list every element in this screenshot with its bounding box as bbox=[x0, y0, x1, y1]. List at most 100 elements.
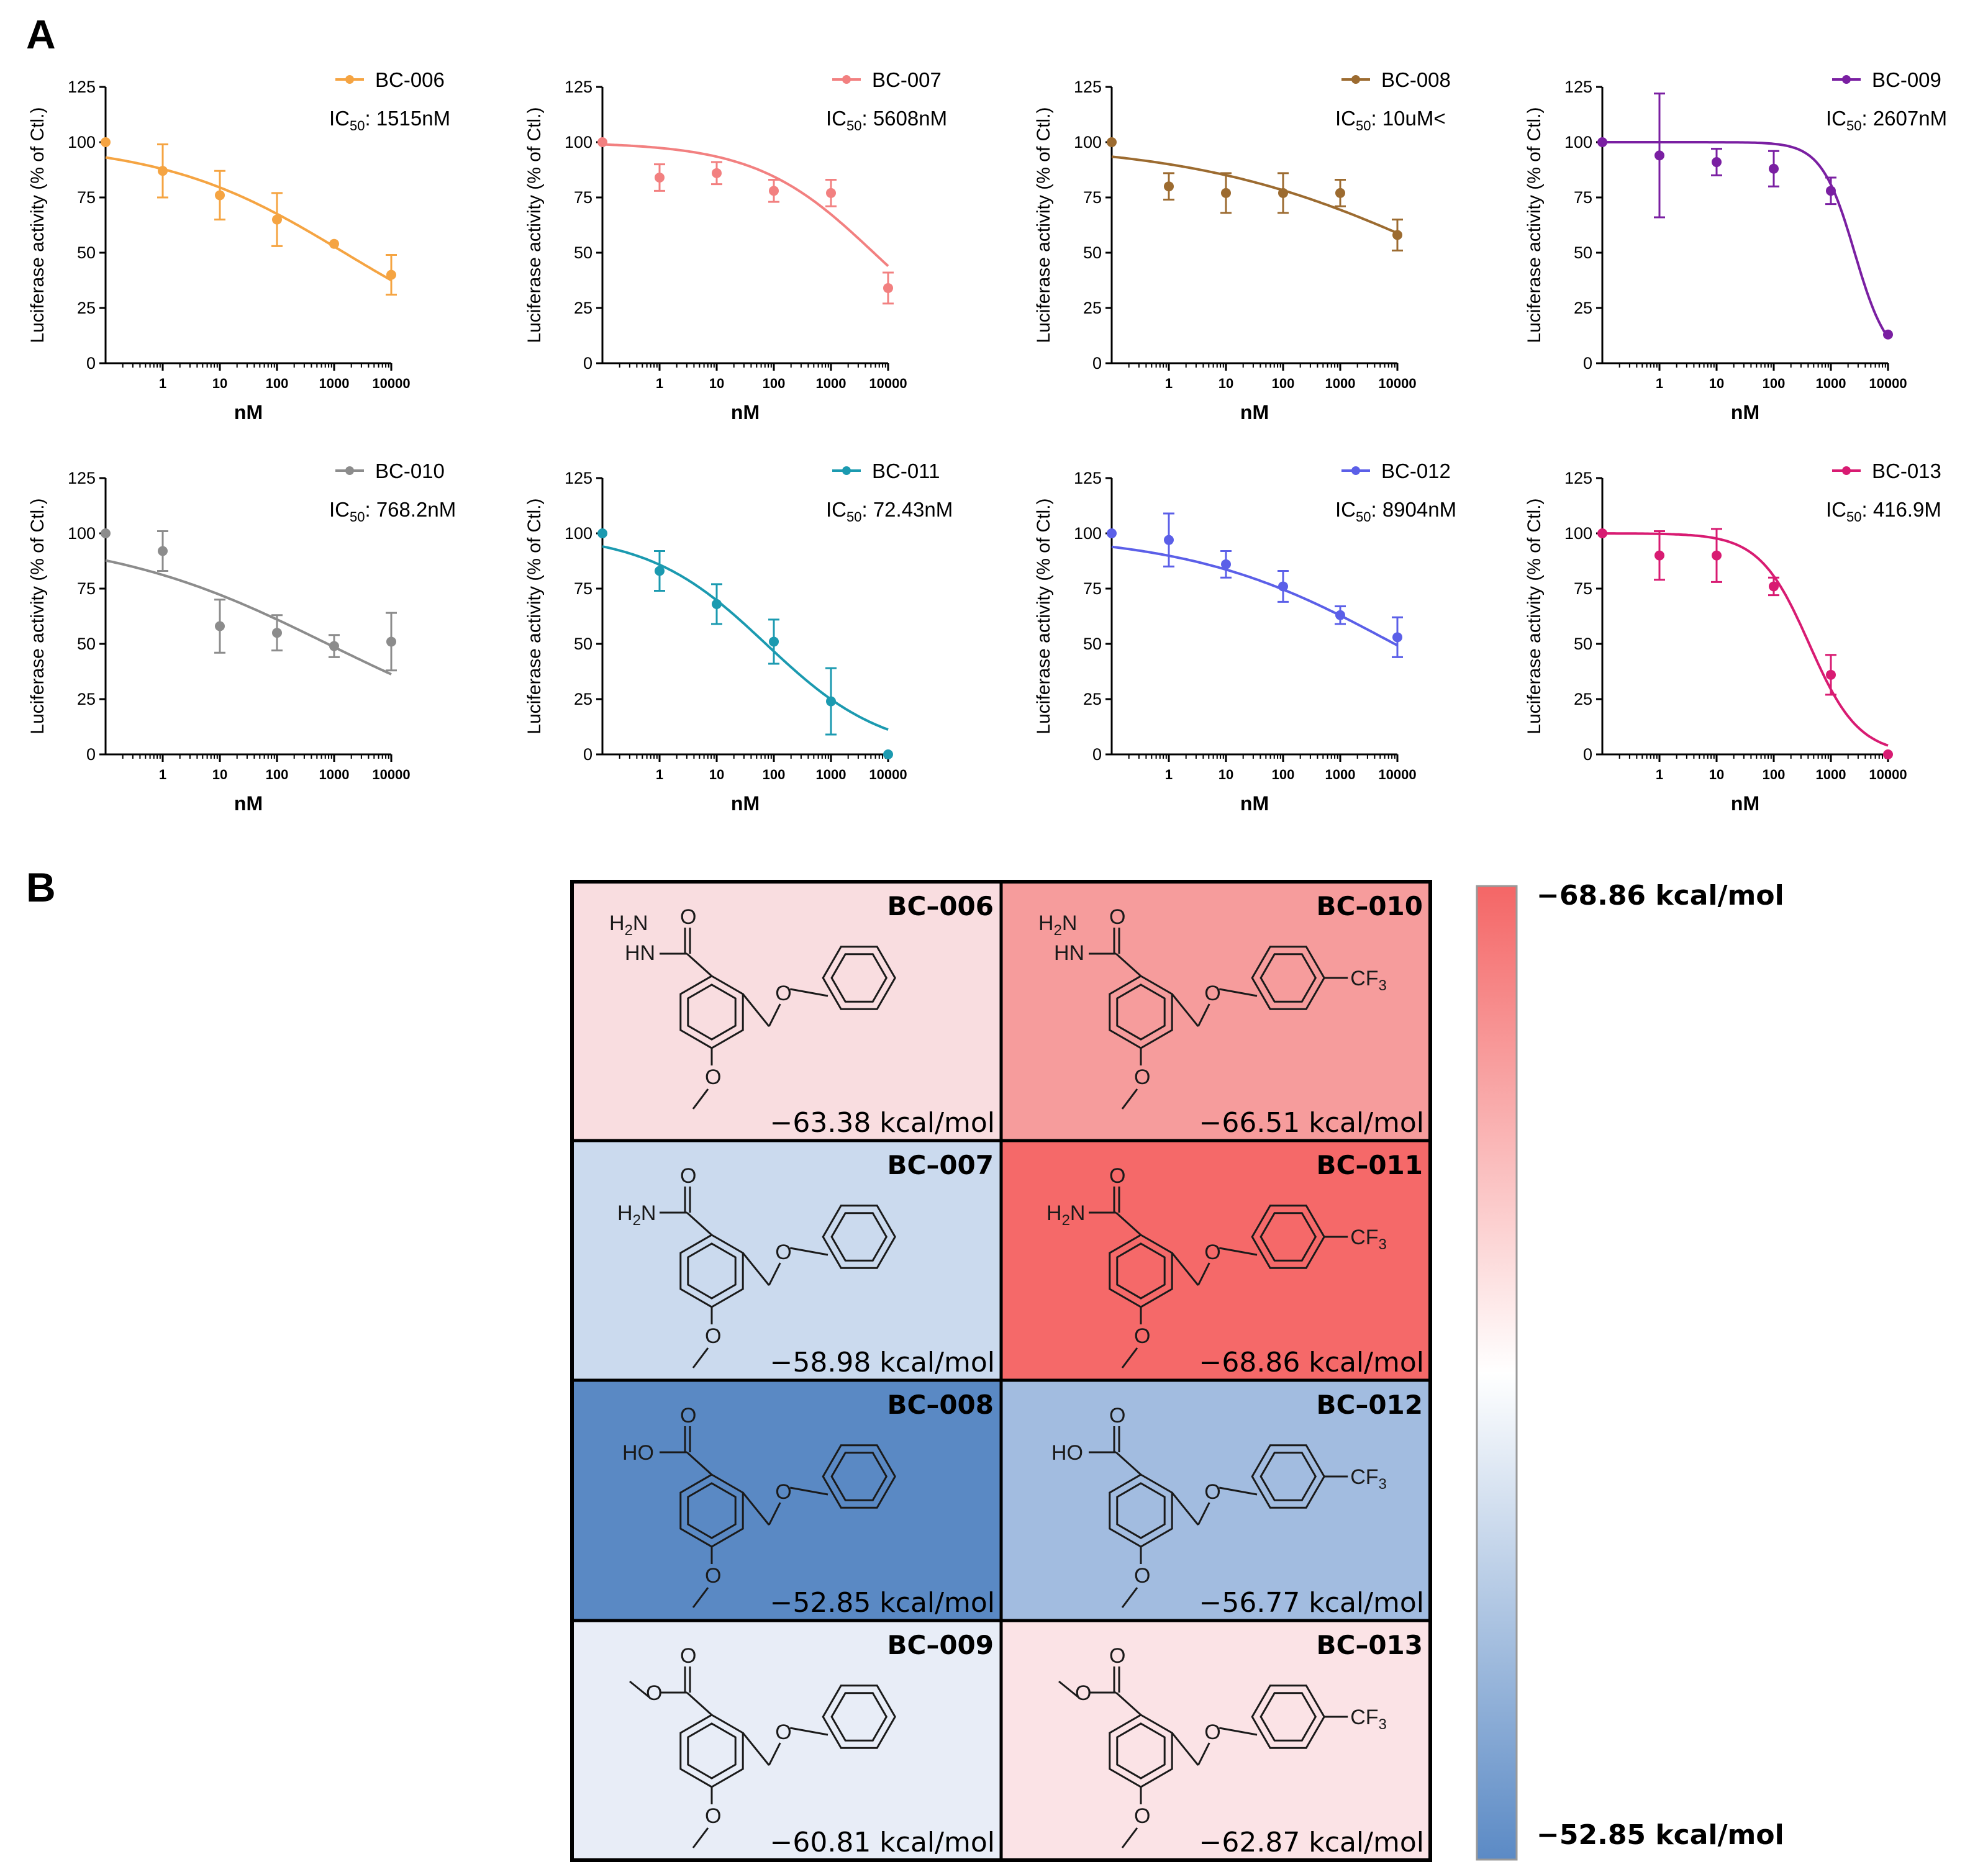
ring-bond bbox=[1251, 1444, 1325, 1509]
methyl-bond bbox=[692, 1827, 709, 1848]
bond bbox=[1219, 1727, 1258, 1736]
ic50-prefix: IC bbox=[329, 107, 350, 130]
atom-label-o: O bbox=[775, 982, 791, 1005]
y-axis-label: Luciferase activity (% of Ctl.) bbox=[1524, 107, 1545, 343]
ring-bond bbox=[822, 1684, 896, 1749]
atom-label-cf3: CF3 bbox=[1350, 1706, 1387, 1733]
x-axis-label: nM bbox=[731, 401, 760, 423]
data-point bbox=[1221, 559, 1231, 569]
ic50-annotation: IC50: 10uM< bbox=[1335, 107, 1446, 133]
data-point bbox=[769, 186, 779, 196]
bond bbox=[686, 1691, 713, 1716]
y-tick-label: 125 bbox=[68, 469, 96, 487]
atom-label-o: O bbox=[1204, 1480, 1220, 1504]
atom-label-o: O bbox=[680, 1644, 696, 1668]
x-tick-label: 10000 bbox=[372, 767, 410, 782]
y-tick-label: 25 bbox=[77, 299, 96, 317]
heatmap-border bbox=[570, 880, 1432, 1862]
cf-sub: 3 bbox=[1379, 1236, 1387, 1253]
bond bbox=[1171, 1252, 1199, 1286]
methyl-bond bbox=[692, 1347, 709, 1368]
ring-inner-bond bbox=[687, 1482, 737, 1539]
x-tick-label: 1 bbox=[1165, 767, 1173, 782]
atom-label-ho: HO bbox=[1051, 1441, 1083, 1465]
y-tick-label: 125 bbox=[565, 78, 592, 96]
data-point bbox=[1712, 157, 1722, 168]
atom-label-o: O bbox=[1134, 1564, 1150, 1588]
atom-label-o: O bbox=[1109, 905, 1125, 929]
bond bbox=[768, 1742, 781, 1766]
y-tick-label: 75 bbox=[1574, 579, 1592, 598]
ic50-subscript: 50 bbox=[1356, 118, 1371, 133]
cell-compound-name: BC–013 bbox=[1316, 1630, 1423, 1660]
bond bbox=[686, 1211, 713, 1236]
ic50-annotation: IC50: 416.9M bbox=[1826, 498, 1941, 525]
legend-label: BC-007 bbox=[872, 68, 942, 91]
cell-compound-name: BC–012 bbox=[1316, 1390, 1423, 1420]
methyl-bond bbox=[1121, 1827, 1138, 1848]
chart-bc-013: 0 25 50 75 100 125 1 10 100 1000 10000 Luciferase a… bbox=[1524, 459, 1941, 815]
x-tick-label: 10000 bbox=[1378, 376, 1416, 391]
data-point bbox=[1769, 163, 1779, 174]
data-point bbox=[1883, 329, 1893, 340]
y-tick-label: 0 bbox=[583, 354, 592, 373]
h: H bbox=[609, 911, 625, 935]
y-tick-label: 75 bbox=[1083, 579, 1102, 598]
ic50-annotation: IC50: 72.43nM bbox=[826, 498, 953, 525]
chart-bc-009: 0 25 50 75 100 125 1 10 100 1000 10000 Luciferase a… bbox=[1524, 68, 1947, 423]
data-point bbox=[1654, 150, 1664, 161]
atom-label-o: O bbox=[775, 1480, 791, 1504]
cf: CF bbox=[1350, 1465, 1378, 1489]
data-point bbox=[1221, 188, 1231, 198]
x-tick-label: 1000 bbox=[1816, 376, 1846, 391]
data-point bbox=[597, 528, 607, 538]
y-tick-label: 100 bbox=[1564, 524, 1592, 543]
methyl-bond bbox=[692, 1088, 709, 1110]
atom-label-hn: HN bbox=[625, 941, 655, 965]
x-axis-label: nM bbox=[1731, 792, 1759, 815]
y-tick-label: 125 bbox=[1564, 78, 1592, 96]
dose-response-charts: 0 25 50 75 100 125 1 10 100 1000 10000 Luciferase a… bbox=[27, 68, 1947, 815]
ic50-value: 416.9M bbox=[1873, 498, 1941, 521]
atom-label-o: O bbox=[1109, 1164, 1125, 1188]
data-point bbox=[1826, 669, 1836, 680]
atom-label-o: O bbox=[680, 1164, 696, 1188]
ic50-value: 8904nM bbox=[1382, 498, 1456, 521]
y-tick-label: 50 bbox=[1574, 243, 1592, 262]
bond bbox=[742, 1732, 770, 1766]
data-point bbox=[158, 546, 168, 556]
ic50-subscript: 50 bbox=[350, 509, 365, 525]
x-tick-label: 10 bbox=[1709, 376, 1724, 391]
data-point bbox=[597, 137, 607, 147]
legend-label: BC-006 bbox=[375, 68, 445, 91]
y-tick-label: 100 bbox=[1074, 524, 1102, 543]
legend-label: BC-013 bbox=[1872, 459, 1941, 482]
legend-marker bbox=[842, 466, 851, 475]
data-point bbox=[272, 214, 282, 225]
data-point bbox=[655, 172, 665, 183]
y-tick-label: 50 bbox=[77, 635, 96, 653]
atom-label-o: O bbox=[705, 1324, 721, 1348]
ic50-value: 2607nM bbox=[1873, 107, 1947, 130]
bond bbox=[1219, 1486, 1258, 1496]
fit-curve bbox=[105, 156, 393, 282]
ic50-prefix: IC bbox=[329, 498, 350, 521]
x-tick-label: 10 bbox=[1219, 767, 1233, 782]
y-axis-label: Luciferase activity (% of Ctl.) bbox=[1033, 107, 1054, 343]
data-point bbox=[826, 696, 836, 707]
atom-label-h2n: H2N bbox=[1038, 911, 1077, 939]
y-tick-label: 75 bbox=[1574, 188, 1592, 207]
atom-label-o: O bbox=[775, 1241, 791, 1264]
ring-inner-bond bbox=[830, 953, 888, 1003]
chart-bc-006: 0 25 50 75 100 125 1 10 100 1000 10000 Luciferase a… bbox=[27, 68, 450, 423]
y-axis-label: Luciferase activity (% of Ctl.) bbox=[27, 498, 48, 734]
y-tick-label: 75 bbox=[574, 579, 592, 598]
colorbar-max-label: −68.86 kcal/mol bbox=[1536, 880, 1784, 911]
data-point bbox=[1826, 186, 1836, 196]
ic50-annotation: IC50: 1515nM bbox=[329, 107, 450, 133]
